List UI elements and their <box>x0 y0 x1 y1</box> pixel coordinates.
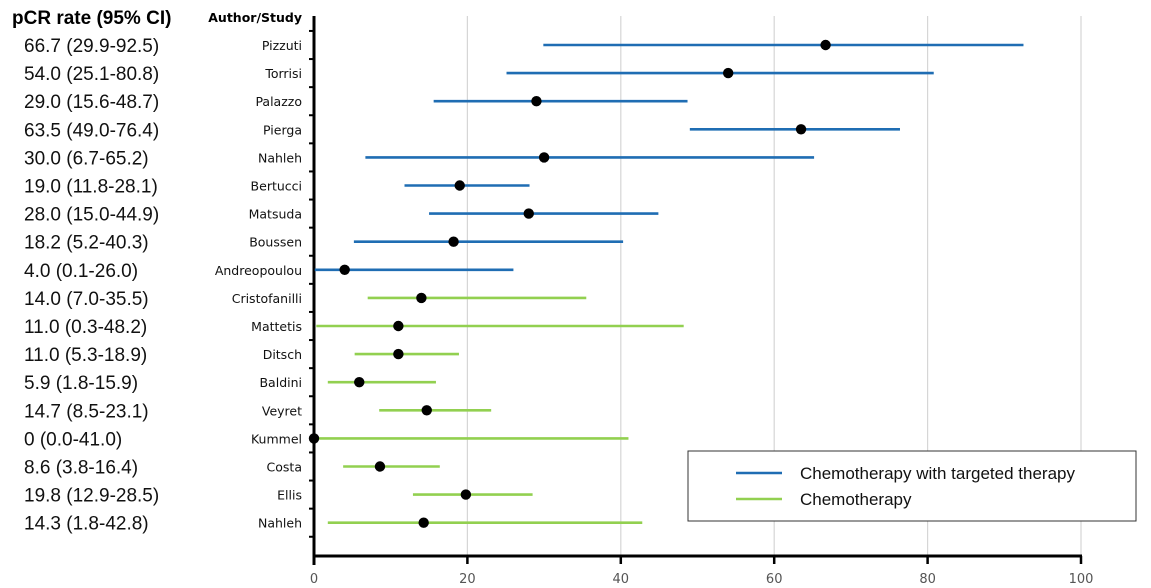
ci-label: 19.0 (11.8-28.1) <box>24 177 158 198</box>
x-tick-label: 20 <box>459 572 476 587</box>
x-tick-label: 0 <box>310 572 318 587</box>
point-estimate <box>339 264 350 275</box>
axis-layer: 0 20 40 60 80 100 <box>309 16 1093 587</box>
point-estimate <box>795 124 807 135</box>
ci-label: 66.7 (29.9-92.5) <box>24 36 159 57</box>
ci-label: 14.3 (1.8-42.8) <box>24 514 149 535</box>
legend: Chemotherapy with targeted therapy Chemo… <box>687 450 1137 522</box>
point-estimate <box>308 433 320 444</box>
x-tick-label: 60 <box>766 572 783 587</box>
point-estimate <box>722 67 734 79</box>
ci-label: 30.0 (6.7-65.2) <box>24 148 149 169</box>
study-label: Pierga <box>263 122 302 137</box>
point-estimate <box>393 320 404 332</box>
ci-label: 4.0 (0.1-26.0) <box>24 261 138 282</box>
point-estimate <box>538 152 550 163</box>
ci-label: 11.0 (0.3-48.2) <box>24 317 147 338</box>
study-label: Ditsch <box>263 347 302 362</box>
point-estimate <box>393 348 404 360</box>
legend-box <box>687 450 1137 522</box>
point-estimate <box>418 517 429 528</box>
point-estimate <box>523 208 534 219</box>
study-label: Boussen <box>249 235 302 250</box>
point-estimate <box>354 377 365 388</box>
point-estimate <box>416 292 427 304</box>
study-label: Andreopoulou <box>215 263 302 278</box>
point-estimate <box>460 489 472 500</box>
study-label: Torrisi <box>264 66 302 81</box>
legend-label-chemotherapy: Chemotherapy <box>800 490 912 509</box>
study-label: Costa <box>267 460 302 475</box>
study-label: Veyret <box>262 403 302 418</box>
study-label: Nahleh <box>258 516 302 531</box>
study-label: Bertucci <box>251 179 302 194</box>
ci-label: 14.7 (8.5-23.1) <box>24 401 149 422</box>
study-label: Matsuda <box>249 207 302 222</box>
ci-label: 14.0 (7.0-35.5) <box>24 289 149 310</box>
x-tick-label: 80 <box>919 572 936 587</box>
ci-label: 5.9 (1.8-15.9) <box>24 373 138 394</box>
study-label: Pizzuti <box>262 38 302 53</box>
study-column-header: Author/Study <box>208 10 302 25</box>
ci-label: 18.2 (5.2-40.3) <box>24 233 149 254</box>
study-label: Kummel <box>251 431 302 446</box>
study-label: Nahleh <box>258 150 302 165</box>
ci-label: 63.5 (49.0-76.4) <box>24 120 159 141</box>
ci-label: 11.0 (5.3-18.9) <box>24 345 147 366</box>
ci-label: 19.8 (12.9-28.5) <box>24 486 159 507</box>
x-tick-label: 40 <box>613 572 630 587</box>
ci-label: 0 (0.0-41.0) <box>24 429 122 450</box>
ci-label: 54.0 (25.1-80.8) <box>24 64 159 85</box>
ci-label: 28.0 (15.0-44.9) <box>24 205 159 226</box>
point-estimate <box>374 461 386 472</box>
point-estimate <box>421 405 432 416</box>
study-label: Baldini <box>259 375 302 390</box>
study-label: Cristofanilli <box>232 291 302 306</box>
rows-layer: 66.7 (29.9-92.5) Pizzuti 54.0 (25.1-80.8) T… <box>24 36 1024 535</box>
x-tick-label: 100 <box>1069 572 1094 587</box>
study-label: Palazzo <box>255 94 302 109</box>
study-label: Ellis <box>277 488 302 503</box>
study-label: Mattetis <box>251 319 302 334</box>
ci-label: 8.6 (3.8-16.4) <box>24 458 138 479</box>
point-estimate <box>820 39 831 51</box>
point-estimate <box>448 236 459 247</box>
point-estimate <box>531 96 542 107</box>
ci-column-header: pCR rate (95% CI) <box>12 8 171 29</box>
point-estimate <box>454 180 465 191</box>
ci-label: 29.0 (15.6-48.7) <box>24 92 159 113</box>
legend-label-targeted: Chemotherapy with targeted therapy <box>800 464 1075 483</box>
